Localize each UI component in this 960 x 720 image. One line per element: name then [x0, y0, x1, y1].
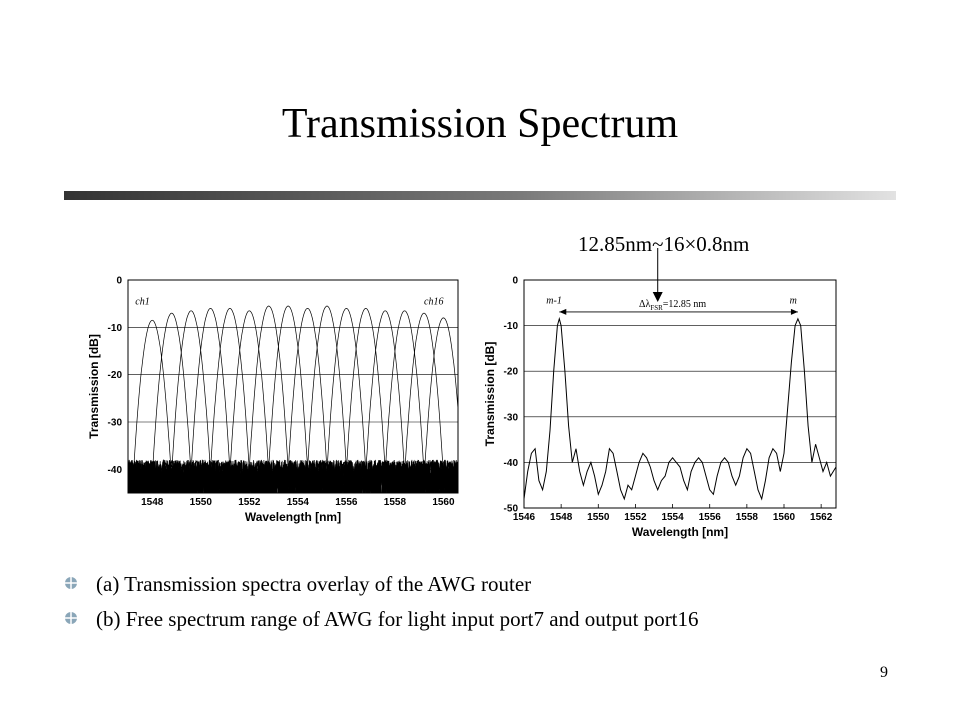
chart-b-x-tick-label: 1560 — [773, 512, 796, 523]
chart-a-y-tick-label: -20 — [108, 370, 123, 381]
chart-b-y-tick-label: -30 — [504, 412, 519, 423]
chart-a-x-tick-label: 1560 — [432, 497, 455, 508]
chart-a-x-tick-label: 1552 — [238, 497, 261, 508]
chart-b-y-tick-label: -10 — [504, 321, 519, 332]
slide-title: Transmission Spectrum — [281, 101, 679, 147]
page-number: 9 — [880, 664, 888, 681]
chart-b-fsr-arrowhead-left — [559, 308, 567, 315]
chart-b-y-axis-label: Transmission [dB] — [483, 342, 497, 447]
chart-b-x-tick-label: 1556 — [699, 512, 722, 523]
annotation-pointer-arrowhead — [652, 292, 663, 302]
chart-a-y-tick-label: -30 — [108, 418, 123, 429]
chart-a-x-tick-label: 1556 — [335, 497, 358, 508]
chart-b-x-tick-label: 1546 — [513, 512, 536, 523]
chart-b-transmission-line — [523, 316, 837, 501]
chart-b-x-axis-label: Wavelength [nm] — [632, 525, 728, 539]
chart-b-y-tick-label: -20 — [504, 367, 519, 378]
chart-a-y-tick-label: 0 — [116, 276, 122, 287]
chart-a-y-tick-label: -10 — [108, 323, 123, 334]
chart-b-series-label: m-1 — [546, 296, 562, 307]
chart-b-y-tick-label: 0 — [512, 276, 518, 287]
fsr-annotation: 12.85nm~16×0.8nm — [578, 232, 750, 256]
chart-a-x-axis-label: Wavelength [nm] — [245, 510, 341, 524]
chart-b-x-tick-label: 1550 — [587, 512, 610, 523]
chart-b-series-label: m — [790, 296, 797, 307]
chart-b-plot-frame — [523, 279, 837, 509]
title-divider — [64, 191, 896, 200]
chart-a-series-label: ch16 — [424, 296, 443, 307]
caption-list: (a) Transmission spectra overlay of the … — [60, 567, 940, 637]
chart-a-y-axis-label: Transmission [dB] — [87, 334, 101, 439]
caption-item-b: (b) Free spectrum range of AWG for light… — [60, 602, 940, 637]
cross-diamond-icon — [65, 612, 77, 624]
caption-text-b: (b) Free spectrum range of AWG for light… — [96, 607, 699, 631]
chart-a-channel-line — [128, 312, 458, 493]
chart-b-x-tick-label: 1548 — [550, 512, 573, 523]
chart-b-fsr-label: ΔλFSR=12.85 nm — [639, 299, 706, 312]
chart-a-series-group — [128, 305, 458, 493]
chart-b-fsr-arrowhead-right — [790, 308, 798, 315]
chart-b-x-tick-label: 1562 — [810, 512, 833, 523]
chart-b-x-tick-label: 1554 — [661, 512, 684, 523]
caption-text-a: (a) Transmission spectra overlay of the … — [96, 572, 532, 596]
caption-item-a: (a) Transmission spectra overlay of the … — [60, 567, 940, 602]
chart-b-x-tick-label: 1552 — [624, 512, 647, 523]
chart-a-x-tick-label: 1558 — [384, 497, 407, 508]
chart-b-y-tick-label: -40 — [504, 458, 519, 469]
chart-a-x-tick-label: 1548 — [141, 497, 164, 508]
chart-a-x-tick-label: 1550 — [190, 497, 213, 508]
chart-a-y-tick-label: -40 — [108, 465, 123, 476]
chart-b-x-tick-label: 1558 — [736, 512, 759, 523]
chart-b-y-tick-label: -50 — [504, 504, 519, 515]
chart-a-series-label: ch1 — [135, 296, 149, 307]
chart-a-transmission-overlay: 0 -10 -20 -30 -40 1548 1550 1552 1554 1556 1558 156… — [87, 276, 459, 524]
cross-diamond-icon — [65, 577, 77, 589]
chart-a-channel-line — [128, 317, 458, 493]
chart-a-x-tick-label: 1554 — [287, 497, 310, 508]
